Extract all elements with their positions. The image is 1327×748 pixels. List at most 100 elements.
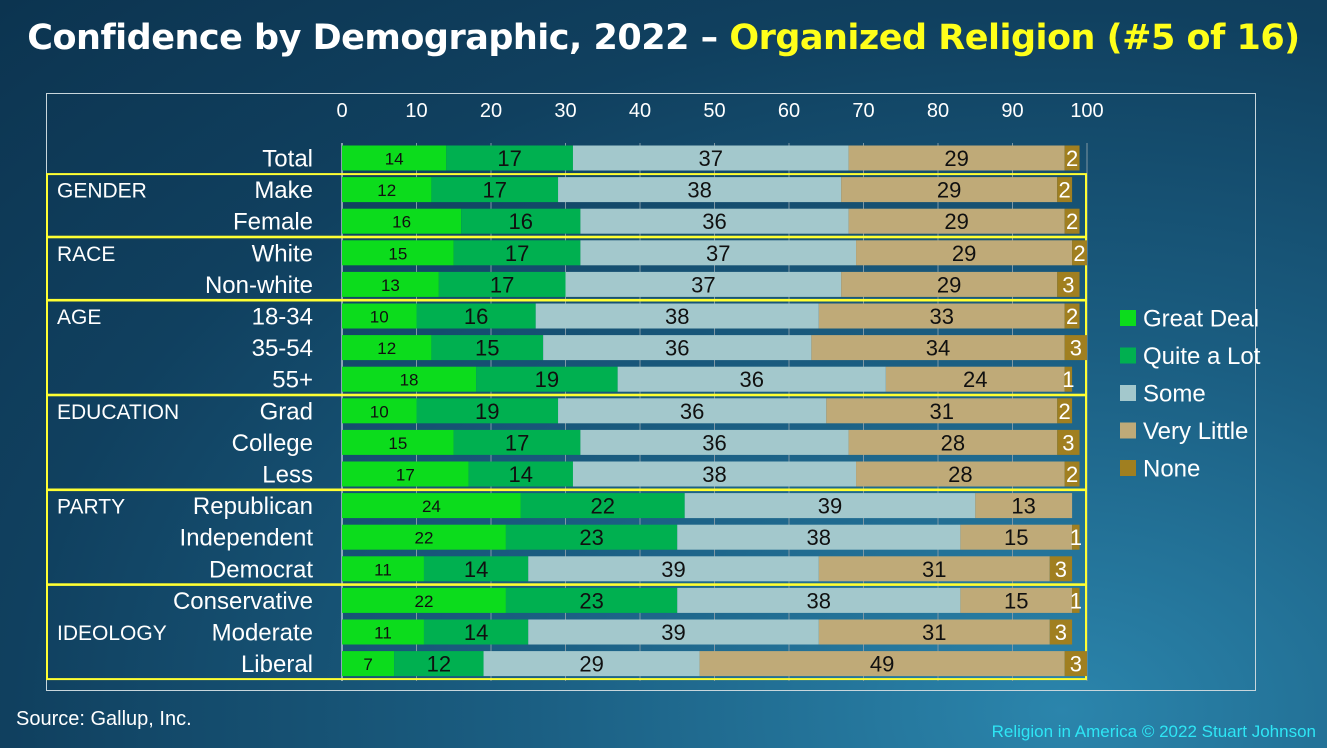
bar-some bbox=[684, 493, 976, 519]
x-tick-label: 100 bbox=[1070, 100, 1103, 122]
bar-some bbox=[565, 271, 842, 297]
copyright-note: Religion in America © 2022 Stuart Johnso… bbox=[991, 722, 1316, 741]
legend-label: Quite a Lot bbox=[1143, 343, 1261, 370]
data-label: 13 bbox=[1011, 494, 1035, 519]
bar-great-deal bbox=[342, 271, 439, 297]
bar-quite-a-lot bbox=[453, 429, 581, 455]
data-label: 17 bbox=[396, 466, 415, 485]
group-label: GENDER bbox=[57, 180, 147, 203]
data-label: 38 bbox=[807, 525, 831, 550]
group-label: PARTY bbox=[57, 496, 125, 519]
bar-some bbox=[677, 524, 961, 550]
bar-none bbox=[1057, 177, 1073, 203]
bar-quite-a-lot bbox=[505, 524, 678, 550]
category-label: Democrat bbox=[209, 556, 313, 583]
data-label: 14 bbox=[464, 557, 488, 582]
bar-quite-a-lot bbox=[446, 145, 573, 171]
bar-very-little bbox=[699, 651, 1065, 677]
data-label: 37 bbox=[691, 272, 715, 297]
bar-some bbox=[528, 619, 819, 645]
bar-quite-a-lot bbox=[453, 240, 581, 266]
data-label: 36 bbox=[740, 367, 764, 392]
bar-very-little bbox=[811, 335, 1065, 361]
data-label: 36 bbox=[702, 209, 726, 234]
data-label: 14 bbox=[464, 620, 488, 645]
data-label: 11 bbox=[374, 560, 392, 579]
legend-label: Very Little bbox=[1143, 418, 1248, 445]
data-label: 31 bbox=[922, 557, 946, 582]
data-label: 7 bbox=[363, 655, 372, 674]
bar-some bbox=[558, 177, 842, 203]
category-label: Female bbox=[233, 209, 313, 236]
bar-very-little bbox=[885, 366, 1065, 392]
bar-great-deal bbox=[342, 524, 506, 550]
bar-very-little bbox=[826, 398, 1058, 424]
data-label: 15 bbox=[388, 244, 407, 263]
category-label: Less bbox=[262, 462, 313, 489]
data-label: 3 bbox=[1055, 557, 1067, 582]
data-label: 23 bbox=[579, 525, 603, 550]
bar-some bbox=[535, 303, 819, 329]
data-label: 19 bbox=[475, 399, 499, 424]
data-label: 12 bbox=[377, 339, 396, 358]
category-label: Grad bbox=[260, 398, 313, 425]
data-label: 24 bbox=[422, 497, 441, 516]
bar-quite-a-lot bbox=[416, 303, 536, 329]
bar-none bbox=[1064, 145, 1080, 171]
bar-very-little bbox=[848, 208, 1065, 234]
bar-great-deal bbox=[342, 177, 432, 203]
bar-great-deal bbox=[342, 619, 424, 645]
legend-swatch-great-deal bbox=[1120, 310, 1136, 326]
data-label: 17 bbox=[482, 178, 506, 203]
legend-swatch-very-little bbox=[1120, 422, 1136, 439]
data-label: 29 bbox=[952, 241, 976, 266]
data-label: 16 bbox=[392, 213, 411, 232]
data-label: 3 bbox=[1062, 272, 1074, 297]
legend-label: Great Deal bbox=[1143, 306, 1259, 333]
bar-none bbox=[1064, 651, 1087, 677]
data-label: 13 bbox=[381, 276, 400, 295]
bar-great-deal bbox=[342, 208, 462, 234]
category-label: Total bbox=[262, 146, 313, 173]
data-label: 14 bbox=[509, 462, 533, 487]
data-label: 22 bbox=[591, 494, 615, 519]
data-label: 1 bbox=[1070, 525, 1082, 550]
bar-none bbox=[1072, 240, 1087, 266]
bar-some bbox=[543, 335, 812, 361]
data-label: 2 bbox=[1066, 146, 1078, 171]
bar-great-deal bbox=[342, 461, 469, 487]
bar-very-little bbox=[848, 429, 1058, 455]
bar-none bbox=[1064, 208, 1080, 234]
data-label: 24 bbox=[963, 367, 987, 392]
group-label: RACE bbox=[57, 243, 115, 266]
category-label: Conservative bbox=[173, 588, 313, 615]
data-label: 17 bbox=[505, 430, 529, 455]
group-label: AGE bbox=[57, 306, 101, 329]
legend-label: None bbox=[1143, 456, 1200, 483]
data-label: 37 bbox=[699, 146, 723, 171]
bar-none bbox=[1057, 398, 1073, 424]
data-label: 49 bbox=[870, 652, 894, 677]
bar-great-deal bbox=[342, 398, 417, 424]
data-label: 17 bbox=[490, 272, 514, 297]
bar-some bbox=[617, 366, 886, 392]
data-label: 16 bbox=[464, 304, 488, 329]
bar-none bbox=[1049, 556, 1073, 582]
x-tick-label: 60 bbox=[778, 100, 800, 122]
bar-very-little bbox=[841, 177, 1058, 203]
data-label: 11 bbox=[374, 624, 392, 643]
data-label: 3 bbox=[1070, 336, 1082, 361]
category-label: Moderate bbox=[212, 620, 313, 647]
data-label: 29 bbox=[579, 652, 603, 677]
title-highlight: Organized Religion (#5 of 16) bbox=[729, 18, 1300, 58]
bar-very-little bbox=[856, 240, 1073, 266]
bar-none bbox=[1057, 271, 1080, 297]
title-main: Confidence by Demographic, 2022 – bbox=[27, 18, 730, 58]
data-label: 22 bbox=[414, 592, 433, 611]
x-tick-label: 0 bbox=[336, 100, 347, 122]
bar-quite-a-lot bbox=[476, 366, 618, 392]
bar-great-deal bbox=[342, 240, 454, 266]
x-tick-label: 30 bbox=[554, 100, 576, 122]
data-label: 3 bbox=[1062, 430, 1074, 455]
